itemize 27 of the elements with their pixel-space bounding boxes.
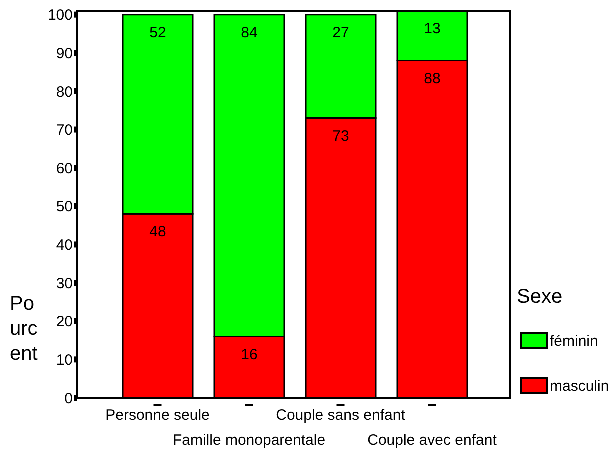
y-tick-label: 80 xyxy=(56,84,73,101)
y-tick-label: 10 xyxy=(56,352,73,370)
legend-label: féminin xyxy=(550,333,598,350)
x-tick-label: Couple avec enfant xyxy=(368,432,498,449)
y-tick-label: 0 xyxy=(64,390,73,408)
y-tick-label: 20 xyxy=(56,314,73,331)
x-tick-label: Famille monoparentale xyxy=(172,432,326,449)
data-label: 84 xyxy=(241,24,258,42)
legend-title: Sexe xyxy=(517,286,564,309)
data-label: 13 xyxy=(424,20,441,38)
y-tick-label: 90 xyxy=(56,45,73,62)
y-tick-label: 40 xyxy=(56,237,73,254)
data-label: 16 xyxy=(241,346,258,364)
data-label: 73 xyxy=(332,128,350,145)
legend-label: masculin xyxy=(550,378,610,395)
data-label: 52 xyxy=(150,24,166,42)
y-tick-label: 100 xyxy=(48,7,73,24)
y-tick-label: 70 xyxy=(56,122,73,140)
x-tick-label: Couple sans enfant xyxy=(276,407,406,424)
y-tick-label: 50 xyxy=(56,198,73,216)
y-tick-label: 30 xyxy=(56,275,73,292)
data-label: 27 xyxy=(332,24,350,42)
y-tick-label: 60 xyxy=(56,160,73,178)
x-tick-label: Personne seule xyxy=(106,407,210,424)
y-axis-title: Pourcent xyxy=(10,292,39,367)
data-label: 48 xyxy=(150,224,166,241)
data-label: 88 xyxy=(424,70,441,88)
